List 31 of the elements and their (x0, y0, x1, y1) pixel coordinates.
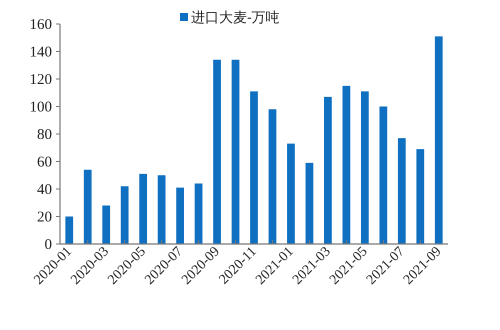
y-tick-label: 140 (30, 44, 52, 60)
y-tick-label: 40 (37, 182, 52, 198)
bar (287, 144, 295, 244)
y-tick-label: 80 (37, 127, 52, 143)
bar (120, 186, 129, 244)
bar (232, 60, 240, 244)
bar (398, 138, 406, 244)
y-tick-label: 0 (44, 237, 52, 253)
bar (158, 175, 166, 244)
y-tick-label: 60 (37, 154, 52, 170)
bar (342, 86, 350, 244)
y-tick-label: 160 (30, 17, 52, 33)
bar (434, 36, 443, 244)
bar (250, 91, 258, 244)
bar (416, 149, 424, 244)
bar (84, 170, 92, 244)
bar (379, 106, 388, 244)
bar (139, 174, 148, 244)
bar (360, 91, 369, 244)
y-tick-label: 20 (37, 210, 52, 226)
bar (268, 109, 276, 244)
bar (194, 184, 202, 244)
y-tick-label: 120 (30, 72, 52, 88)
bar (324, 96, 332, 244)
bar (306, 162, 314, 244)
y-tick-label: 100 (30, 100, 52, 116)
bar (65, 216, 74, 244)
bar (176, 188, 184, 244)
legend-label: 进口大麦-万吨 (191, 10, 280, 26)
bar (102, 206, 110, 244)
bar (213, 60, 221, 244)
